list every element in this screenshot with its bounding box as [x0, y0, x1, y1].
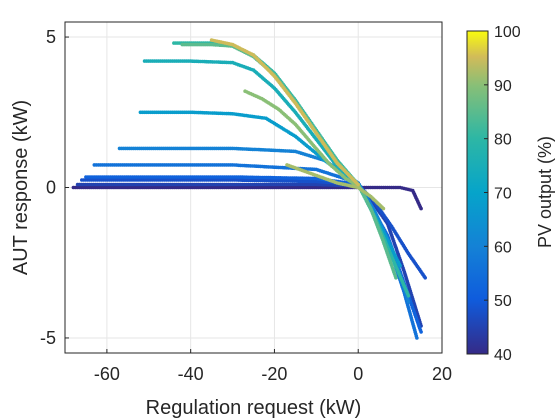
series-pv-95 — [209, 38, 361, 187]
data-point — [419, 330, 423, 334]
x-tick-label: -20 — [261, 364, 287, 384]
data-points — [71, 38, 428, 340]
data-point — [415, 336, 419, 340]
data-point — [423, 276, 428, 280]
data-point — [394, 276, 398, 280]
colorbar-tick-label: 100 — [494, 24, 521, 41]
x-tick-label: 0 — [353, 364, 363, 384]
data-point — [406, 294, 411, 298]
colorbar-tick-label: 70 — [494, 186, 512, 203]
colorbar-tick-label: 50 — [494, 293, 512, 310]
colorbar-tick-label: 80 — [494, 132, 512, 149]
data-point — [398, 263, 402, 268]
x-tick-label: -40 — [178, 364, 204, 384]
y-tick-label: -5 — [40, 328, 56, 348]
x-axis-ticks: -60 -40 -20 0 20 — [94, 349, 452, 384]
colorbar-tick-label: 40 — [494, 347, 512, 364]
colorbar-tick-label: 60 — [494, 239, 512, 256]
data-point — [381, 206, 386, 211]
data-point — [356, 182, 361, 187]
data-point — [406, 300, 411, 304]
colorbar-tick-label: 90 — [494, 78, 512, 95]
colorbar-ticks: 40 50 60 70 80 90 100 — [484, 24, 521, 364]
series-pv-92 — [285, 163, 386, 211]
x-tick-label: 20 — [432, 364, 452, 384]
data-point — [419, 206, 423, 211]
x-axis-title: Regulation request (kW) — [146, 397, 362, 419]
x-tick-label: -60 — [94, 364, 120, 384]
y-tick-label: 0 — [46, 178, 56, 198]
colorbar-title: PV output (%) — [535, 136, 555, 248]
y-axis-ticks: -5 0 5 — [40, 27, 69, 348]
y-tick-label: 5 — [46, 27, 56, 47]
y-axis-title: AUT response (kW) — [10, 100, 32, 275]
